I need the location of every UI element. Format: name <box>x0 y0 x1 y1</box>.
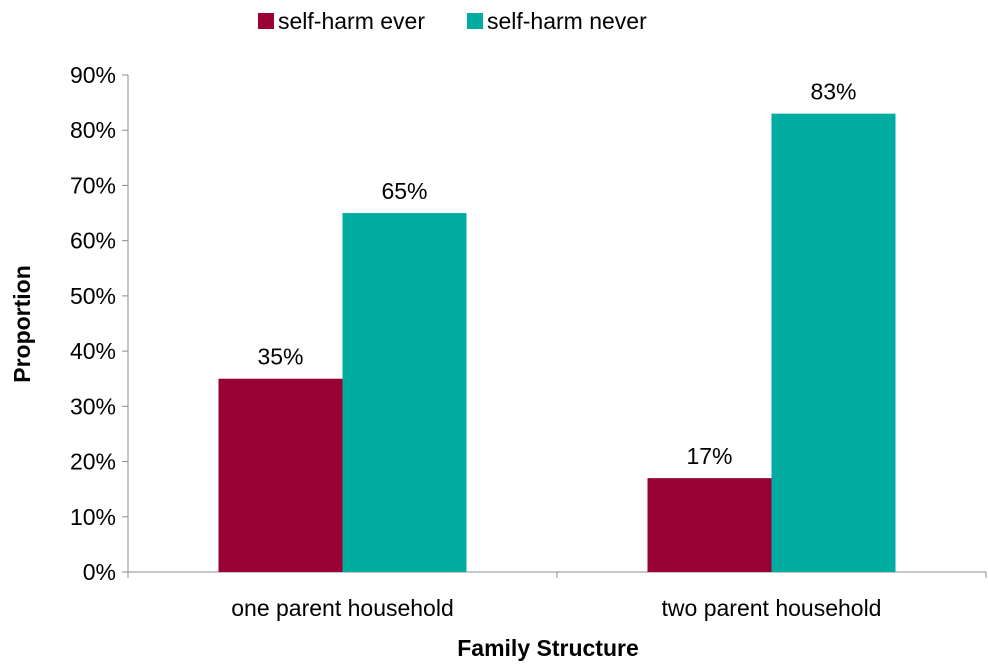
bar <box>771 113 896 573</box>
y-tick-label: 20% <box>70 449 116 475</box>
y-tick-label: 50% <box>70 283 116 309</box>
y-tick-label: 90% <box>70 62 116 88</box>
y-tick-label: 40% <box>70 338 116 364</box>
data-label: 17% <box>686 443 732 469</box>
legend-label: self-harm ever <box>278 8 425 34</box>
data-label: 65% <box>381 178 427 204</box>
legend-swatch <box>258 13 274 29</box>
legend-swatch <box>466 13 483 29</box>
category-labels: one parent household two parent household <box>231 595 881 621</box>
legend: self-harm ever self-harm never <box>258 8 647 34</box>
y-tick-label: 10% <box>70 504 116 530</box>
legend-label: self-harm never <box>487 8 647 34</box>
bar <box>342 213 467 573</box>
bar <box>218 378 343 572</box>
legend-item: self-harm ever <box>258 8 425 34</box>
data-label: 83% <box>810 79 856 105</box>
x-axis-title: Family Structure <box>457 635 639 661</box>
bars <box>218 113 896 573</box>
y-axis-title: Proportion <box>9 265 35 383</box>
y-axis: 0% 10% 20% 30% 40% 50% 60% 70% 80% 90% <box>70 62 129 585</box>
category-label: one parent household <box>231 595 454 621</box>
y-tick-label: 0% <box>83 559 116 585</box>
data-label: 35% <box>257 344 303 370</box>
y-tick-label: 60% <box>70 228 116 254</box>
category-label: two parent household <box>662 595 882 621</box>
x-axis <box>127 571 987 578</box>
y-tick-label: 30% <box>70 393 116 419</box>
y-tick-label: 70% <box>70 172 116 198</box>
legend-item: self-harm never <box>466 8 647 34</box>
data-labels: 35% 65% 17% 83% <box>257 79 856 469</box>
y-tick-label: 80% <box>70 117 116 143</box>
bar <box>647 478 772 572</box>
